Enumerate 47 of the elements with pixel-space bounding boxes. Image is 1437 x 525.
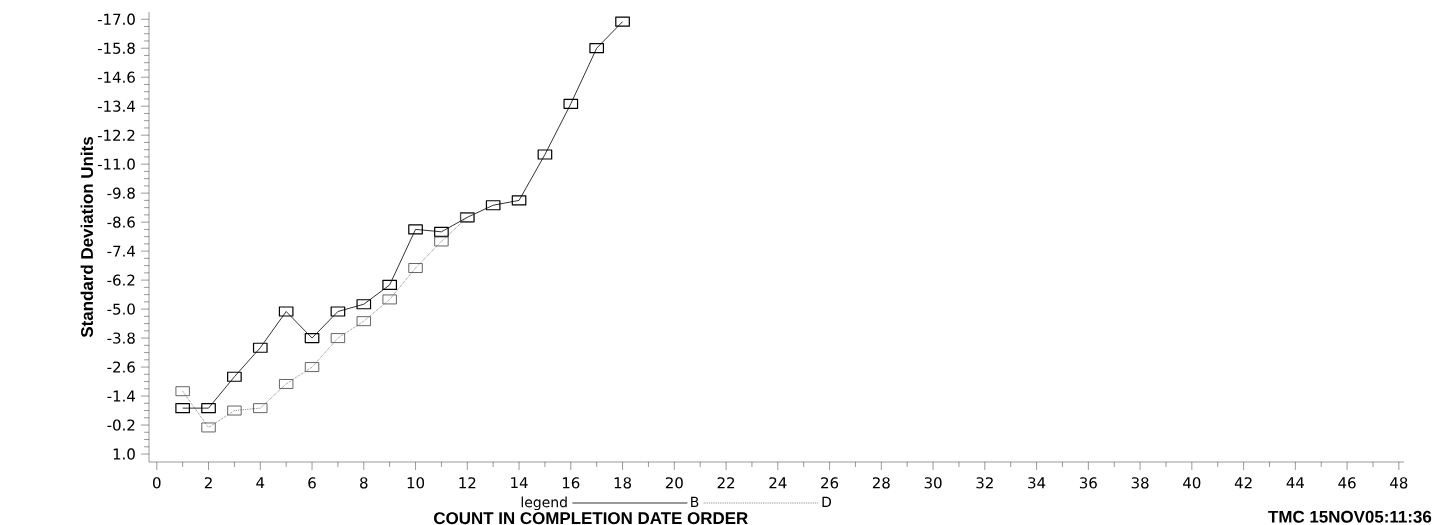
y-tick-label: -0.2 [107,419,135,431]
y-tick-label: -17.0 [97,13,135,25]
x-tick-label: 44 [1286,477,1305,489]
x-tick-label: 22 [717,477,735,489]
y-tick-label: -12.2 [97,129,135,141]
x-tick-label: 26 [821,477,839,489]
x-tick-label: 6 [308,477,316,489]
x-tick-label: 14 [511,477,528,489]
x-tick-label: 28 [872,477,890,489]
y-tick-label: -7.4 [107,245,135,257]
x-tick-label: 48 [1390,477,1408,489]
text: TMC 15NOV05:11:36 [1268,510,1432,523]
x-tick-label: 8 [360,477,368,489]
x-tick-label: 32 [976,477,993,489]
x-tick-label: 0 [153,477,161,489]
y-tick-label: -15.8 [97,42,135,54]
x-tick-label: 36 [1079,477,1097,489]
y-tick-label: -13.4 [97,100,135,112]
x-tick-label: 18 [614,477,632,489]
y-tick-label: -11.0 [97,158,135,170]
x-tick-label: 34 [1028,477,1046,489]
y-tick-label: -8.6 [107,216,135,228]
x-tick-label: 38 [1131,477,1149,489]
x-tick-label: 42 [1234,477,1252,489]
text: B [691,496,699,507]
legend-title: legend [521,496,567,511]
x-axis-title: COUNT IN COMPLETION DATE ORDER [434,512,748,525]
x-tick-label: 10 [407,477,425,489]
text: D [822,496,832,507]
y-tick-label: -3.8 [107,332,135,344]
x-tick-label: 30 [924,477,942,489]
y-tick-label: -2.6 [107,361,135,373]
x-tick-label: 24 [769,477,787,489]
y-tick-label: -14.6 [97,71,135,83]
y-tick-label: -1.4 [107,390,135,402]
x-tick-label: 4 [256,477,265,489]
x-tick-label: 16 [562,477,580,489]
y-tick-label: -6.2 [107,274,135,286]
x-tick-label: 20 [665,477,683,489]
x-tick-label: 12 [459,477,476,489]
y-axis-title: Standard Deviation Units [80,137,94,338]
y-tick-label: -9.8 [107,187,135,199]
y-tick-label: -5.0 [107,303,135,315]
x-tick-label: 40 [1183,477,1201,489]
y-tick-label: 1.0 [113,448,135,460]
x-tick-label: 46 [1338,477,1356,489]
x-tick-label: 2 [204,477,212,489]
